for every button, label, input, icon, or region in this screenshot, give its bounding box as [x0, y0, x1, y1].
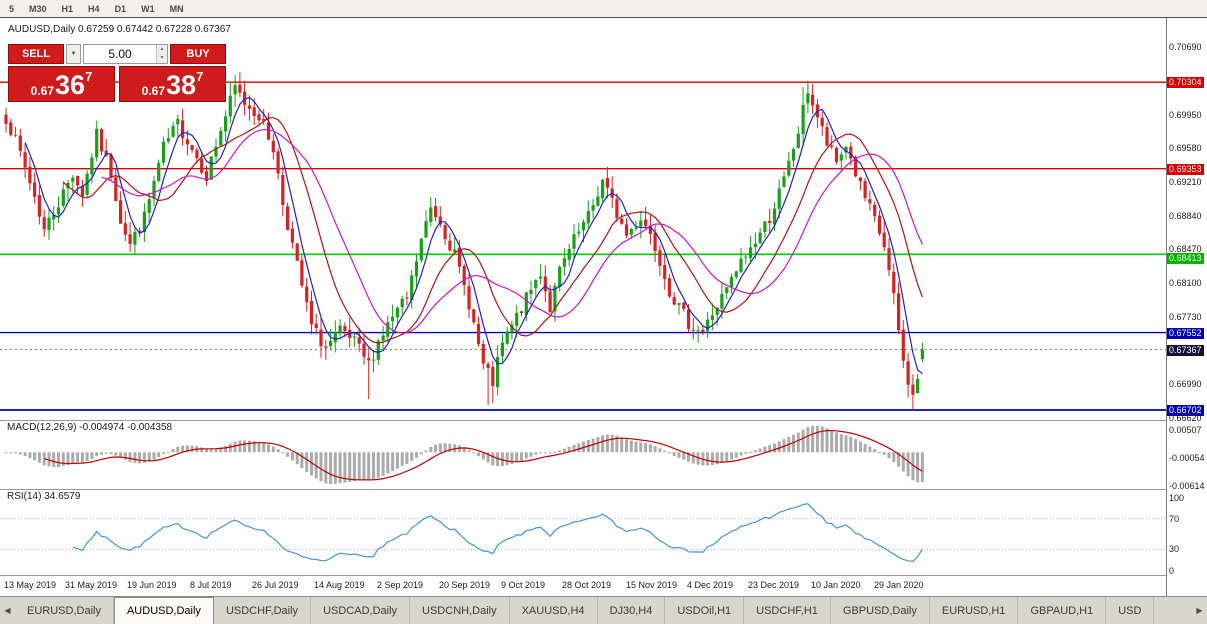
rsi-indicator-label: RSI(14) 34.6579: [7, 491, 81, 502]
buy-button[interactable]: BUY: [170, 44, 226, 64]
chart-tab-usdcnh-daily[interactable]: USDCNH,Daily: [410, 597, 510, 624]
timeframe-toolbar: 5 M30 H1 H4 D1 W1 MN: [0, 0, 1207, 18]
chart-tab-dj30-h4[interactable]: DJ30,H4: [598, 597, 666, 624]
chart-tab-usdchf-h1[interactable]: USDCHF,H1: [744, 597, 831, 624]
current-price-label: 0.67367: [1167, 345, 1204, 356]
chart-tab-usd[interactable]: USD: [1106, 597, 1155, 624]
price-axis-label: 0.68470: [1169, 244, 1202, 254]
price-level-label: 0.67552: [1167, 328, 1204, 339]
price-level-label: 0.68413: [1167, 253, 1204, 264]
volume-field[interactable]: 5.00 ▲ ▼: [83, 44, 168, 64]
sell-button[interactable]: SELL: [8, 44, 64, 64]
tab-scroll-right-icon[interactable]: ▶: [1196, 606, 1203, 615]
buy-price-main: 38: [166, 70, 197, 100]
macd-axis-label: 0.00507: [1169, 425, 1202, 435]
timeframe-5[interactable]: 5: [9, 3, 15, 14]
rsi-axis-label: 70: [1169, 514, 1180, 524]
date-axis-label: 15 Nov 2019: [626, 580, 678, 590]
tab-scroll-left-icon[interactable]: ◀: [4, 606, 11, 615]
buy-price-pipette: 7: [196, 69, 204, 84]
date-axis-label: 4 Dec 2019: [687, 580, 734, 590]
timeframe-h1[interactable]: H1: [61, 3, 74, 14]
timeframe-mn[interactable]: MN: [169, 3, 184, 14]
one-click-trade-panel: SELL ▼ 5.00 ▲ ▼ BUY 0.67 36 7 0.67 38: [8, 44, 226, 102]
price-axis-label: 0.69210: [1169, 177, 1202, 187]
chart-tab-gbpaud-h1[interactable]: GBPAUD,H1: [1018, 597, 1107, 624]
spin-down-icon[interactable]: ▼: [157, 54, 167, 63]
chart-area[interactable]: AUDUSD,Daily 0.67259 0.67442 0.67228 0.6…: [0, 18, 1166, 596]
price-level-label: 0.69353: [1167, 164, 1204, 175]
price-axis-label: 0.68840: [1169, 211, 1202, 221]
macd-axis-label: -0.00054: [1169, 453, 1205, 463]
price-level-label: 0.66702: [1167, 405, 1204, 416]
date-axis-label: 23 Dec 2019: [748, 580, 800, 590]
rsi-axis-label: 30: [1169, 544, 1180, 554]
price-axis-label: 0.69580: [1169, 143, 1202, 153]
price-axis-label: 0.68100: [1169, 278, 1202, 288]
timeframe-w1[interactable]: W1: [141, 3, 155, 14]
volume-value[interactable]: 5.00: [108, 47, 132, 61]
timeframe-h4[interactable]: H4: [88, 3, 100, 14]
date-axis-label: 29 Jan 2020: [874, 580, 924, 590]
price-chart-canvas[interactable]: [0, 18, 1166, 596]
date-axis-label: 19 Jun 2019: [127, 580, 177, 590]
date-axis-label: 28 Oct 2019: [562, 580, 612, 590]
chart-tab-usdchf-daily[interactable]: USDCHF,Daily: [214, 597, 312, 624]
macd-axis-label: -0.00614: [1169, 481, 1205, 491]
price-axis[interactable]: 0.70690 0.70304 0.69950 0.69580 0.69353 0.692…: [1166, 18, 1207, 596]
price-axis-label: 0.66990: [1169, 379, 1202, 389]
rsi-axis-label: 100: [1169, 493, 1185, 503]
buy-quote-button[interactable]: 0.67 38 7: [119, 66, 226, 102]
date-axis-label: 9 Oct 2019: [501, 580, 546, 590]
price-axis-label: 0.66620: [1169, 413, 1202, 423]
rsi-axis-label: 0: [1169, 566, 1175, 576]
chart-tab-eurusd-h1[interactable]: EURUSD,H1: [930, 597, 1019, 624]
price-axis-label: 0.67730: [1169, 312, 1202, 322]
sell-price-main: 36: [55, 70, 86, 100]
dropdown-arrow-icon: ▼: [70, 51, 77, 57]
sell-quote-button[interactable]: 0.67 36 7: [8, 66, 115, 102]
buy-price-prefix: 0.67: [141, 84, 166, 98]
sell-price-pipette: 7: [85, 69, 93, 84]
date-axis-label: 10 Jan 2020: [811, 580, 861, 590]
chart-tab-xauusd-h4[interactable]: XAUUSD,H4: [510, 597, 598, 624]
sell-price-prefix: 0.67: [30, 84, 55, 98]
volume-stepper[interactable]: ▲ ▼: [156, 45, 167, 63]
volume-dropdown[interactable]: ▼: [66, 44, 81, 64]
chart-tab-audusd-daily[interactable]: AUDUSD,Daily: [113, 597, 214, 624]
price-level-label: 0.70304: [1167, 77, 1204, 88]
chart-tab-usdoil-h1[interactable]: USDOil,H1: [665, 597, 745, 624]
chart-title: AUDUSD,Daily 0.67259 0.67442 0.67228 0.6…: [8, 24, 231, 35]
timeframe-m30[interactable]: M30: [29, 3, 47, 14]
spin-up-icon[interactable]: ▲: [157, 45, 167, 54]
date-axis-label: 2 Sep 2019: [377, 580, 424, 590]
date-axis-label: 13 May 2019: [4, 580, 57, 590]
date-axis-label: 20 Sep 2019: [439, 580, 491, 590]
chart-tab-eurusd-daily[interactable]: EURUSD,Daily: [15, 597, 114, 624]
chart-tab-gbpusd-daily[interactable]: GBPUSD,Daily: [831, 597, 930, 624]
date-axis-label: 14 Aug 2019: [314, 580, 365, 590]
chart-tab-usdcad-daily[interactable]: USDCAD,Daily: [311, 597, 411, 624]
price-axis-label: 0.70690: [1169, 42, 1202, 52]
date-axis-label: 26 Jul 2019: [252, 580, 299, 590]
timeframe-d1[interactable]: D1: [114, 3, 127, 14]
date-axis-label: 31 May 2019: [65, 580, 118, 590]
chart-tabbar: EURUSD,Daily AUDUSD,Daily USDCHF,Daily USDC…: [15, 597, 1192, 624]
chart-tabbar-wrap: ◀ EURUSD,Daily AUDUSD,Daily USDCHF,Daily US…: [0, 596, 1207, 624]
date-axis-label: 8 Jul 2019: [190, 580, 232, 590]
macd-indicator-label: MACD(12,26,9) -0.004974 -0.004358: [7, 422, 173, 433]
price-axis-label: 0.69950: [1169, 110, 1202, 120]
